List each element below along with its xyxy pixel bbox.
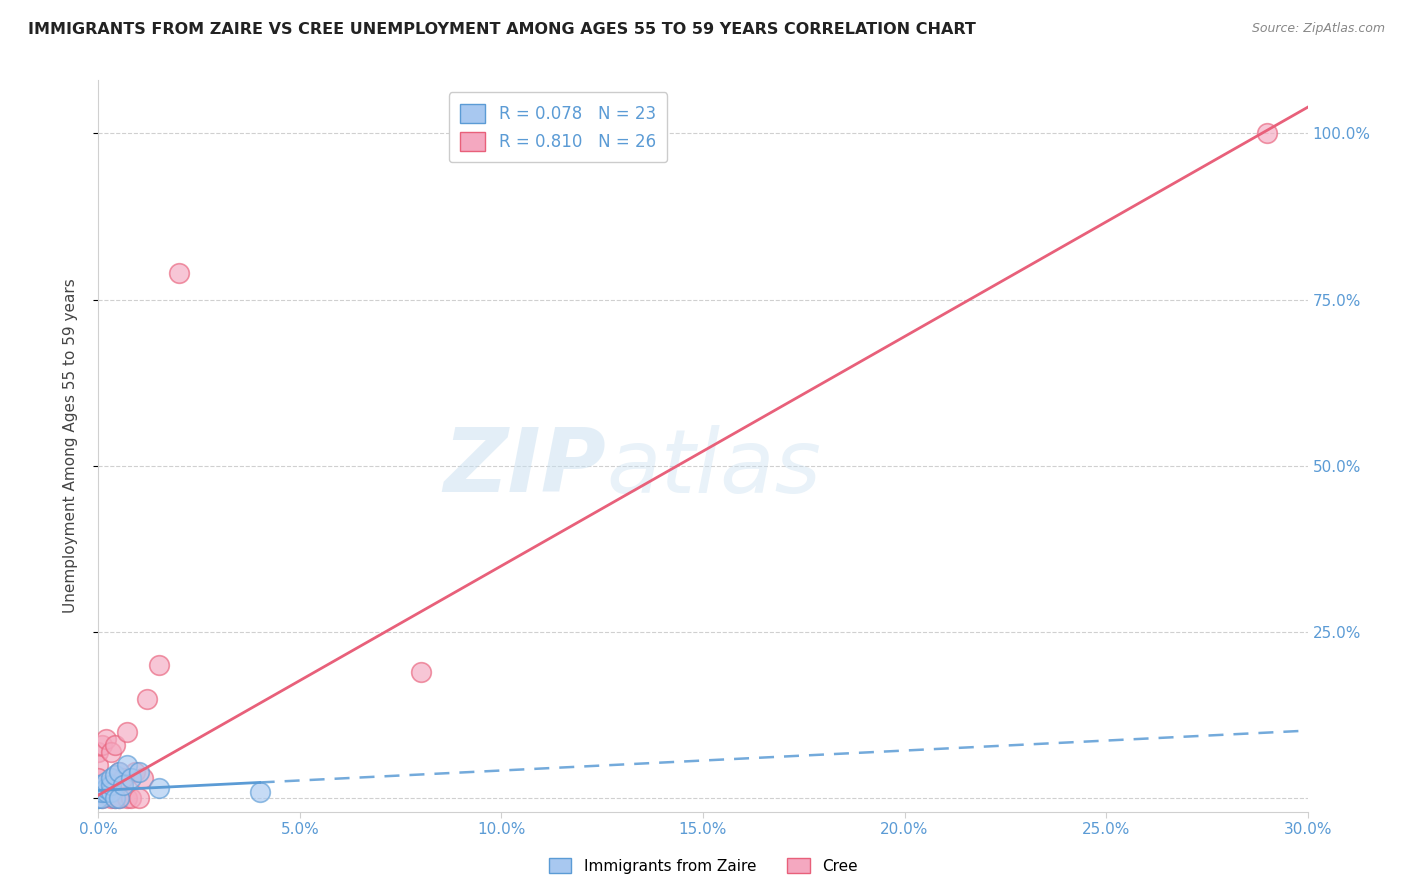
Point xyxy=(100,785,122,799)
Point xyxy=(148,781,170,796)
Point xyxy=(103,738,125,752)
Point xyxy=(120,772,142,786)
Point xyxy=(107,791,129,805)
Point xyxy=(115,758,138,772)
Text: IMMIGRANTS FROM ZAIRE VS CREE UNEMPLOYMENT AMONG AGES 55 TO 59 YEARS CORRELATION: IMMIGRANTS FROM ZAIRE VS CREE UNEMPLOYME… xyxy=(28,22,976,37)
Y-axis label: Unemployment Among Ages 55 to 59 years: Unemployment Among Ages 55 to 59 years xyxy=(63,278,77,614)
Point xyxy=(103,791,125,805)
Text: Source: ZipAtlas.com: Source: ZipAtlas.com xyxy=(1251,22,1385,36)
Point xyxy=(124,764,146,779)
Point xyxy=(167,266,190,280)
Point xyxy=(100,772,122,786)
Point xyxy=(91,738,114,752)
Point xyxy=(120,791,142,805)
Point xyxy=(103,791,125,805)
Point xyxy=(87,758,110,772)
Point xyxy=(96,785,118,799)
Point xyxy=(111,772,134,786)
Point xyxy=(87,785,110,799)
Text: ZIP: ZIP xyxy=(443,425,606,511)
Point xyxy=(100,791,122,805)
Point xyxy=(87,791,110,805)
Point xyxy=(111,778,134,792)
Point xyxy=(107,764,129,779)
Point xyxy=(96,778,118,792)
Point xyxy=(96,781,118,796)
Point xyxy=(249,785,271,799)
Point xyxy=(107,764,129,779)
Point xyxy=(115,725,138,739)
Point xyxy=(87,791,110,805)
Point xyxy=(100,778,122,792)
Point xyxy=(103,768,125,782)
Legend: Immigrants from Zaire, Cree: Immigrants from Zaire, Cree xyxy=(543,852,863,880)
Point xyxy=(135,691,157,706)
Point xyxy=(128,764,150,779)
Point xyxy=(409,665,432,679)
Point xyxy=(132,772,155,786)
Point xyxy=(96,774,118,789)
Point xyxy=(115,791,138,805)
Point xyxy=(91,791,114,805)
Point xyxy=(100,745,122,759)
Text: atlas: atlas xyxy=(606,425,821,511)
Point xyxy=(111,778,134,792)
Point xyxy=(107,791,129,805)
Point xyxy=(91,785,114,799)
Point xyxy=(91,791,114,805)
Point xyxy=(87,781,110,796)
Point xyxy=(1256,127,1278,141)
Point xyxy=(87,778,110,792)
Point xyxy=(87,772,110,786)
Point xyxy=(148,658,170,673)
Point xyxy=(87,745,110,759)
Legend: R = 0.078   N = 23, R = 0.810   N = 26: R = 0.078 N = 23, R = 0.810 N = 26 xyxy=(449,92,668,162)
Point xyxy=(128,791,150,805)
Point xyxy=(96,731,118,746)
